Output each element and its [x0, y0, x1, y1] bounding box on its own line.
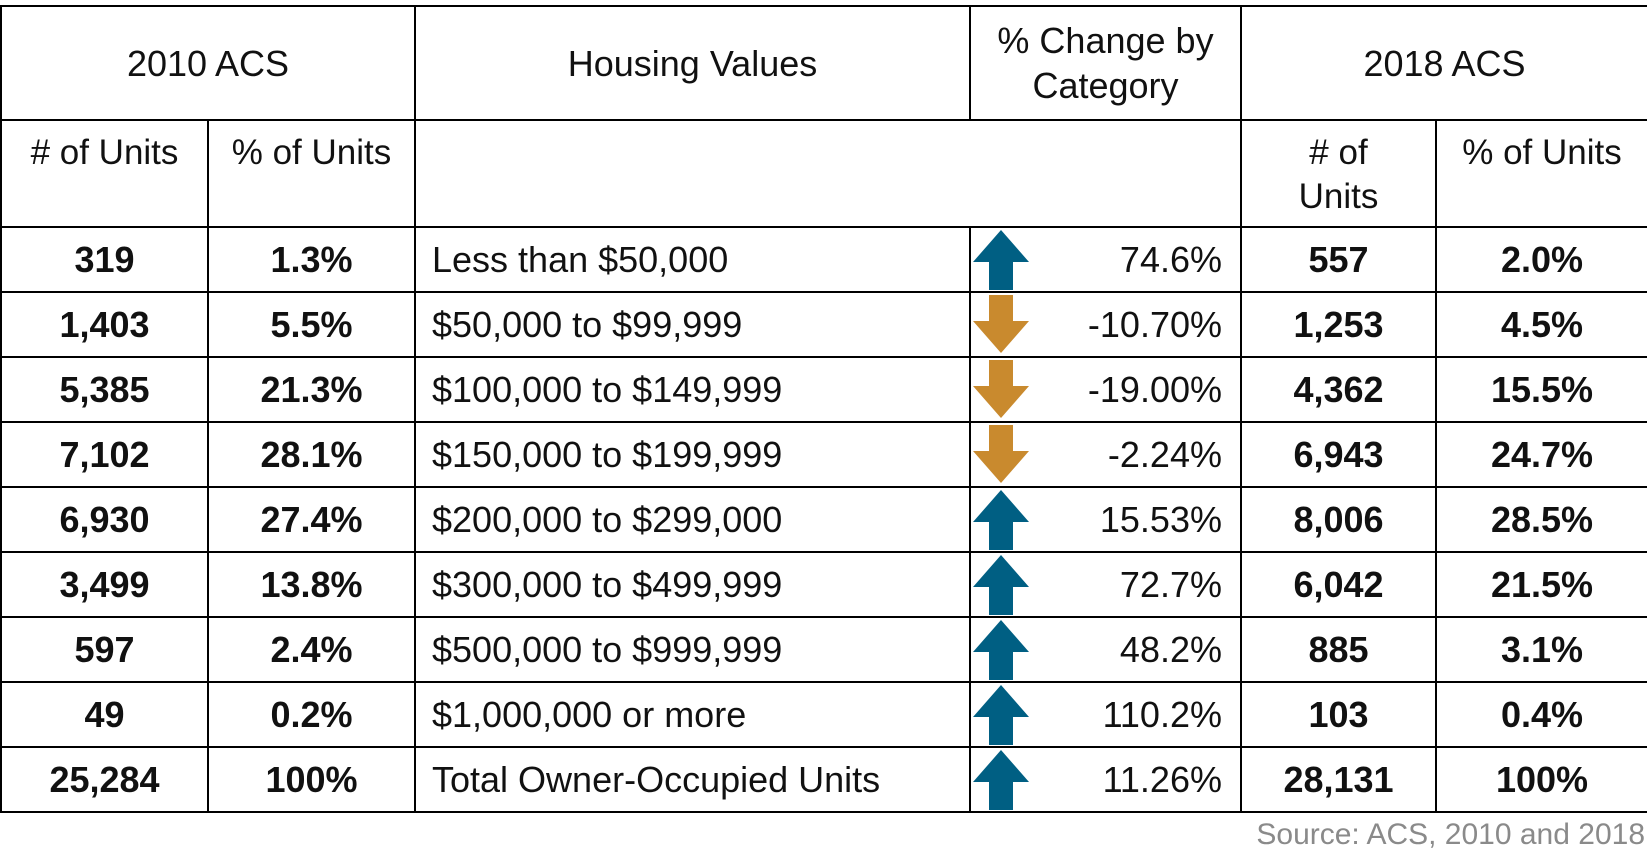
pct-change: 11.26%	[971, 748, 1240, 811]
units-2010: 7,102	[2, 423, 207, 486]
units-2010: 5,385	[2, 358, 207, 421]
units-2018: 8,006	[1242, 488, 1435, 551]
pct-2018: 0.4%	[1437, 683, 1647, 746]
down-arrow	[973, 295, 1029, 353]
housing-value: $500,000 to $999,999	[416, 618, 969, 681]
units-2018: 103	[1242, 683, 1435, 746]
pct-change: 110.2%	[971, 683, 1240, 746]
pct-change: 15.53%	[971, 488, 1240, 551]
units-2018: 6,943	[1242, 423, 1435, 486]
pct-2010: 5.5%	[209, 293, 414, 356]
pct-2010: 2.4%	[209, 618, 414, 681]
source-note: Source: ACS, 2010 and 2018	[1256, 818, 1645, 851]
pct-2018: 4.5%	[1437, 293, 1647, 356]
arrow-shape	[973, 425, 1029, 483]
units-2010: 1,403	[2, 293, 207, 356]
units-2018: 28,131	[1242, 748, 1435, 811]
pct-change: -19.00%	[971, 358, 1240, 421]
units-2010: 49	[2, 683, 207, 746]
header-cell: 2018 ACS	[1242, 7, 1647, 119]
subheader-cell: # of Units	[1242, 121, 1435, 226]
arrow-shape	[973, 230, 1029, 290]
arrow-shape	[973, 490, 1029, 550]
up-arrow	[973, 555, 1029, 615]
header-cell: Housing Values	[416, 7, 969, 119]
header-cell: % Change by Category	[971, 7, 1240, 119]
down-arrow	[973, 360, 1029, 418]
arrow-shape	[973, 555, 1029, 615]
pct-change: 48.2%	[971, 618, 1240, 681]
pct-2010: 27.4%	[209, 488, 414, 551]
subheader-cell: # of Units	[2, 121, 207, 226]
pct-2010: 100%	[209, 748, 414, 811]
arrow-shape	[973, 295, 1029, 353]
up-arrow	[973, 230, 1029, 290]
subheader-cell: % of Units	[209, 121, 414, 226]
pct-change: 74.6%	[971, 228, 1240, 291]
housing-table: 2010 ACS Housing Values% Change by Catego…	[0, 5, 1647, 813]
pct-2018: 3.1%	[1437, 618, 1647, 681]
housing-value: $50,000 to $99,999	[416, 293, 969, 356]
arrow-shape	[973, 360, 1029, 418]
housing-value: $100,000 to $149,999	[416, 358, 969, 421]
pct-2010: 1.3%	[209, 228, 414, 291]
pct-2010: 21.3%	[209, 358, 414, 421]
pct-2018: 15.5%	[1437, 358, 1647, 421]
arrow-shape	[973, 750, 1029, 810]
pct-2018: 2.0%	[1437, 228, 1647, 291]
housing-value: $1,000,000 or more	[416, 683, 969, 746]
housing-value: $200,000 to $299,000	[416, 488, 969, 551]
pct-2010: 13.8%	[209, 553, 414, 616]
units-2018: 557	[1242, 228, 1435, 291]
down-arrow	[973, 425, 1029, 483]
units-2010: 597	[2, 618, 207, 681]
pct-2018: 21.5%	[1437, 553, 1647, 616]
units-2018: 4,362	[1242, 358, 1435, 421]
arrow-shape	[973, 620, 1029, 680]
pct-2018: 28.5%	[1437, 488, 1647, 551]
units-2018: 885	[1242, 618, 1435, 681]
housing-value: Less than $50,000	[416, 228, 969, 291]
units-2010: 25,284	[2, 748, 207, 811]
housing-value: $150,000 to $199,999	[416, 423, 969, 486]
up-arrow	[973, 685, 1029, 745]
arrow-shape	[973, 685, 1029, 745]
units-2018: 6,042	[1242, 553, 1435, 616]
up-arrow	[973, 750, 1029, 810]
subheader-cell: % of Units	[1437, 121, 1647, 226]
units-2010: 3,499	[2, 553, 207, 616]
housing-value: $300,000 to $499,999	[416, 553, 969, 616]
up-arrow	[973, 620, 1029, 680]
pct-change: -2.24%	[971, 423, 1240, 486]
up-arrow	[973, 490, 1029, 550]
pct-change: 72.7%	[971, 553, 1240, 616]
units-2010: 6,930	[2, 488, 207, 551]
pct-2018: 24.7%	[1437, 423, 1647, 486]
housing-value: Total Owner-Occupied Units	[416, 748, 969, 811]
header-cell: 2010 ACS	[2, 7, 414, 119]
pct-2010: 0.2%	[209, 683, 414, 746]
pct-2018: 100%	[1437, 748, 1647, 811]
pct-change: -10.70%	[971, 293, 1240, 356]
units-2018: 1,253	[1242, 293, 1435, 356]
units-2010: 319	[2, 228, 207, 291]
empty-cell	[416, 121, 1240, 226]
pct-2010: 28.1%	[209, 423, 414, 486]
